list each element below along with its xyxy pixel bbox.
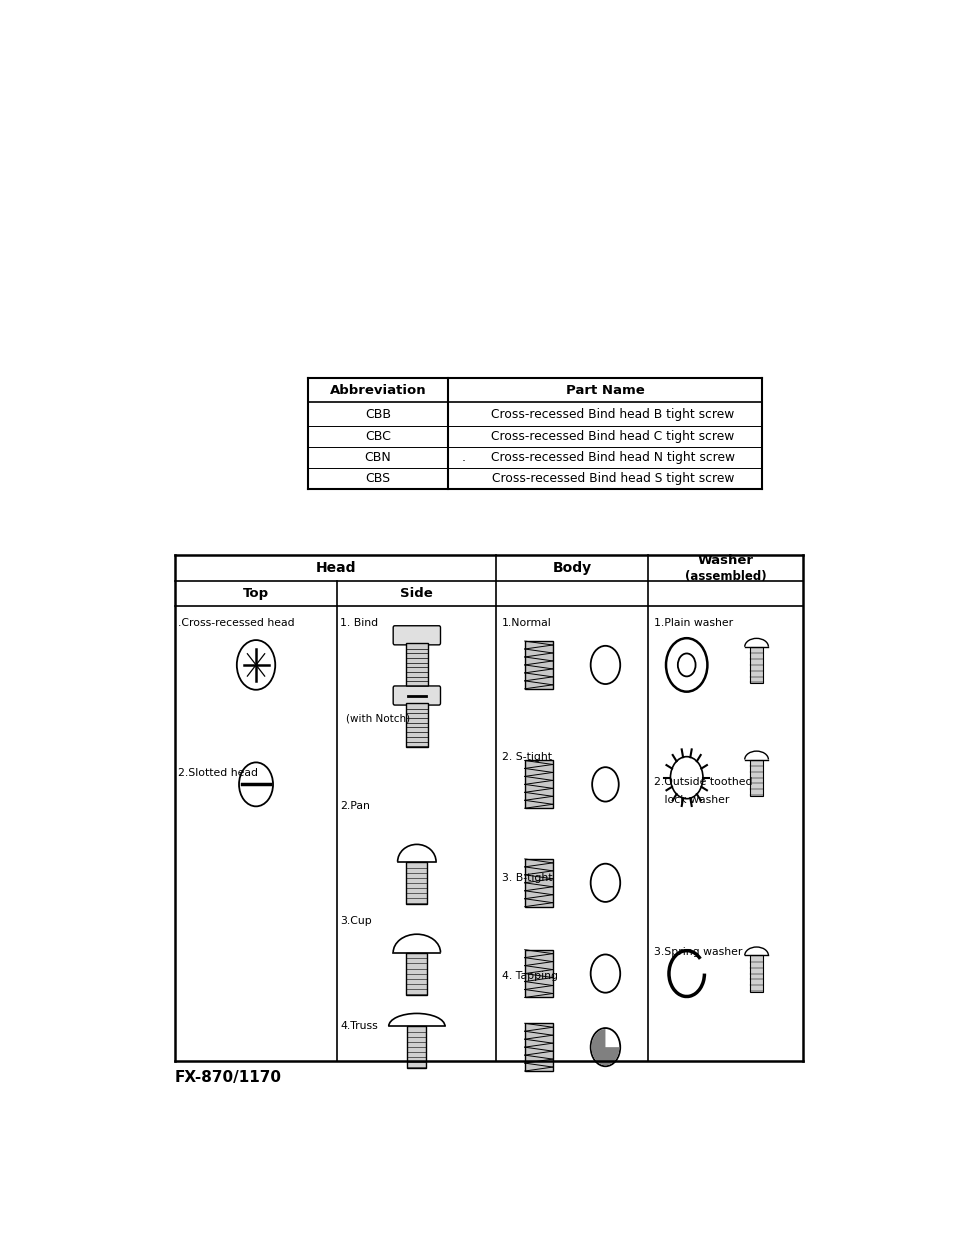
Text: FX-870/1170: FX-870/1170 xyxy=(174,1070,281,1085)
Text: 2. S-tight: 2. S-tight xyxy=(501,752,552,762)
Text: 3. B-tight: 3. B-tight xyxy=(501,872,552,884)
Bar xyxy=(405,704,428,747)
Text: 3.Cup: 3.Cup xyxy=(340,916,372,926)
Text: lock washer: lock washer xyxy=(653,794,728,804)
Circle shape xyxy=(678,654,695,676)
Circle shape xyxy=(590,1028,619,1066)
Bar xyxy=(407,1026,426,1069)
Text: (with Notch): (with Notch) xyxy=(346,714,410,724)
Wedge shape xyxy=(591,1029,618,1065)
Text: .Cross-recessed head: .Cross-recessed head xyxy=(177,618,294,628)
Bar xyxy=(524,642,552,689)
Text: 1. Bind: 1. Bind xyxy=(340,618,378,628)
Circle shape xyxy=(670,757,702,799)
Text: 1.Normal: 1.Normal xyxy=(501,618,552,628)
Text: .: . xyxy=(461,450,465,464)
Text: Washer: Washer xyxy=(697,553,753,567)
Text: Cross-recessed Bind head C tight screw: Cross-recessed Bind head C tight screw xyxy=(491,431,734,443)
Bar xyxy=(749,956,762,992)
Circle shape xyxy=(239,762,273,807)
Text: 1.Plain washer: 1.Plain washer xyxy=(653,618,732,628)
Bar xyxy=(405,643,428,688)
Bar xyxy=(524,761,552,808)
Text: 4. Tapping: 4. Tapping xyxy=(501,972,558,982)
Bar xyxy=(524,1024,552,1071)
Text: Body: Body xyxy=(552,561,591,575)
Text: CBS: CBS xyxy=(365,472,390,485)
Text: Abbreviation: Abbreviation xyxy=(330,383,426,397)
Text: 4.Truss: 4.Truss xyxy=(340,1021,377,1031)
Text: Cross-recessed Bind head N tight screw: Cross-recessed Bind head N tight screw xyxy=(490,450,734,464)
Circle shape xyxy=(590,645,619,684)
Text: 2.Pan: 2.Pan xyxy=(340,802,370,812)
Text: (assembled): (assembled) xyxy=(684,570,765,583)
Text: 2.Slotted head: 2.Slotted head xyxy=(177,768,257,778)
Text: 2.Outside toothed: 2.Outside toothed xyxy=(653,777,752,788)
FancyBboxPatch shape xyxy=(393,625,440,645)
Circle shape xyxy=(590,954,619,993)
Text: Cross-recessed Bind head B tight screw: Cross-recessed Bind head B tight screw xyxy=(491,407,734,421)
Text: 3.Spring washer: 3.Spring washer xyxy=(653,947,741,957)
Bar xyxy=(749,759,762,795)
Bar xyxy=(406,861,427,903)
Bar xyxy=(749,647,762,683)
Text: CBN: CBN xyxy=(364,450,391,464)
Bar xyxy=(524,949,552,998)
Text: CBB: CBB xyxy=(365,407,391,421)
Bar xyxy=(406,953,427,994)
Circle shape xyxy=(665,638,707,691)
Circle shape xyxy=(592,767,618,802)
Text: Top: Top xyxy=(243,587,269,599)
Bar xyxy=(524,859,552,907)
Circle shape xyxy=(236,640,275,690)
Text: CBC: CBC xyxy=(365,431,391,443)
FancyBboxPatch shape xyxy=(393,686,440,705)
Circle shape xyxy=(590,864,619,902)
Text: Cross-recessed Bind head S tight screw: Cross-recessed Bind head S tight screw xyxy=(491,472,733,485)
Text: Side: Side xyxy=(400,587,433,599)
Circle shape xyxy=(679,768,693,787)
Text: Head: Head xyxy=(314,561,355,575)
Text: Part Name: Part Name xyxy=(565,383,644,397)
